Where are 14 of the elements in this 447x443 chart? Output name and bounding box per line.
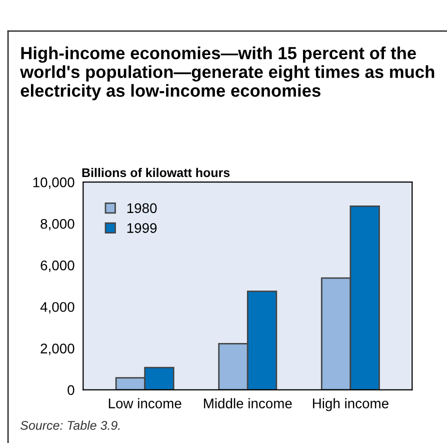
x-tick-label: Middle income xyxy=(204,398,292,408)
x-tick-label: Low income xyxy=(108,398,182,408)
y-tick-label: 0 xyxy=(68,385,74,396)
y-tick-label: 10,000 xyxy=(33,177,74,189)
y-tick-label: 4,000 xyxy=(40,302,74,314)
y-tick-label: 2,000 xyxy=(40,344,74,356)
y-axis-title: Billions of kilowatt hours xyxy=(82,168,230,178)
y-tick-label: 6,000 xyxy=(40,260,74,272)
chart-title: High-income economies—with 15 percent of the world's population—generate eight times as much electricity as low-income economies xyxy=(20,46,434,100)
x-tick-label: High income xyxy=(312,398,388,412)
legend-label: 1980 xyxy=(127,203,157,214)
legend-label: 1999 xyxy=(127,223,157,233)
source-note: Source: Table 3.9. xyxy=(20,420,120,430)
y-tick-label: 8,000 xyxy=(40,218,74,230)
